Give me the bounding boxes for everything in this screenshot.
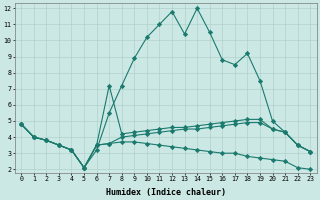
X-axis label: Humidex (Indice chaleur): Humidex (Indice chaleur) [106, 188, 226, 197]
